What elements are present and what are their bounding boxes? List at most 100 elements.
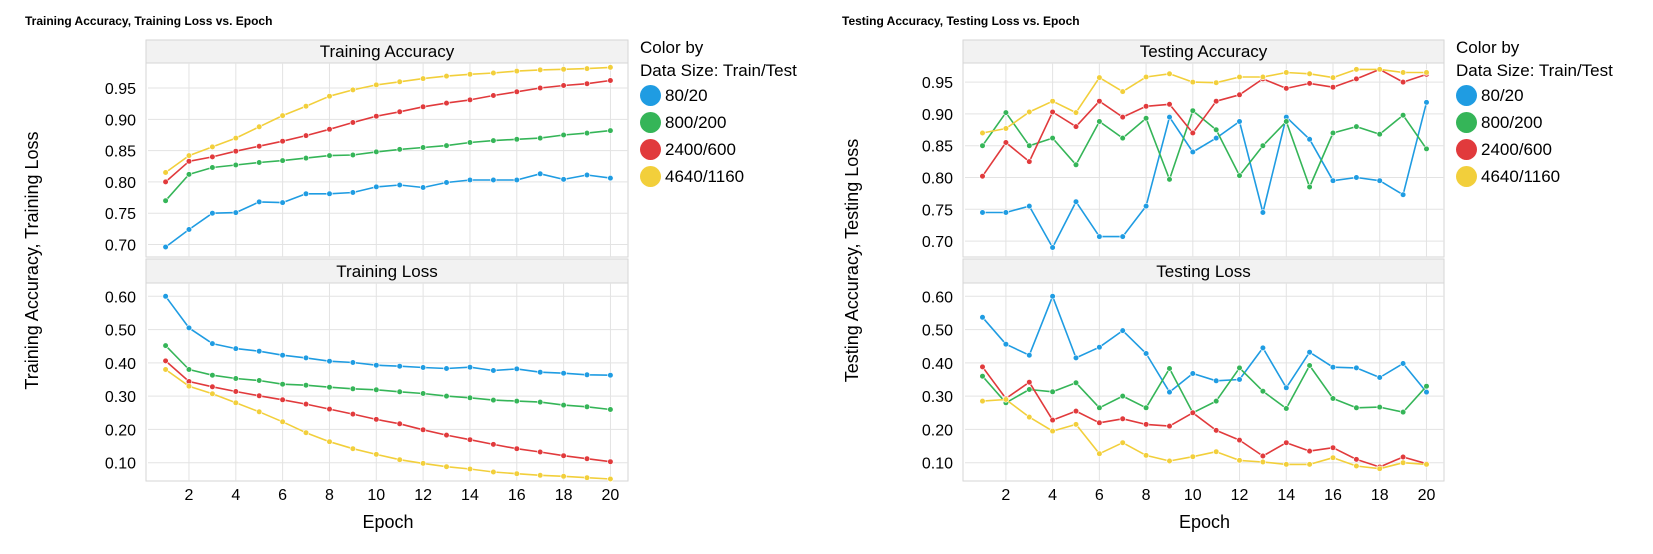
legend-item-80-20[interactable]: 80/20 bbox=[640, 82, 797, 109]
data-point bbox=[1423, 461, 1430, 468]
legend-item-4640-1160[interactable]: 4640/1160 bbox=[640, 163, 797, 190]
data-point bbox=[1189, 148, 1196, 156]
data-point bbox=[607, 64, 614, 71]
data-point bbox=[1189, 107, 1196, 114]
data-point bbox=[396, 78, 403, 85]
data-point bbox=[466, 176, 474, 184]
data-point bbox=[1002, 209, 1009, 216]
data-point bbox=[1026, 108, 1033, 116]
series-2400-600 bbox=[162, 357, 614, 465]
data-point bbox=[349, 445, 357, 452]
data-point bbox=[1399, 360, 1407, 367]
x-tick-label: 16 bbox=[1324, 487, 1342, 504]
plot-area: Testing Accuracy 0.70 0.75 0.80 0.85 0.90 0.95… bbox=[842, 39, 1445, 532]
data-point bbox=[1072, 421, 1080, 428]
series-line bbox=[165, 79, 611, 183]
series-line bbox=[981, 364, 1428, 414]
data-point bbox=[326, 93, 333, 100]
legend-item-2400-600[interactable]: 2400/600 bbox=[1456, 136, 1613, 163]
data-point bbox=[1306, 80, 1313, 87]
legend-item-800-200[interactable]: 800/200 bbox=[1456, 109, 1613, 136]
data-point bbox=[232, 375, 239, 382]
data-point bbox=[1026, 203, 1033, 210]
data-point bbox=[1119, 113, 1126, 121]
x-tick-label: 18 bbox=[1371, 487, 1389, 504]
data-point bbox=[466, 71, 474, 78]
panel-frame bbox=[962, 282, 1445, 482]
data-point bbox=[560, 176, 567, 183]
x-tick-label: 14 bbox=[1277, 487, 1295, 504]
data-point bbox=[302, 103, 310, 110]
data-point bbox=[1213, 448, 1220, 455]
legend-label: 80/20 bbox=[665, 85, 708, 105]
legend-item-800-200[interactable]: 800/200 bbox=[640, 109, 797, 136]
data-point bbox=[1353, 456, 1360, 463]
data-point bbox=[396, 420, 403, 427]
data-point bbox=[162, 293, 169, 300]
legend-label: 80/20 bbox=[1481, 85, 1524, 105]
data-point bbox=[162, 342, 169, 349]
data-point bbox=[1049, 388, 1056, 395]
data-point bbox=[513, 398, 520, 405]
series-line bbox=[981, 109, 1428, 188]
x-tick-label: 18 bbox=[555, 487, 573, 504]
data-point bbox=[256, 159, 263, 166]
data-point bbox=[1143, 103, 1150, 110]
data-point bbox=[1423, 383, 1430, 390]
data-point bbox=[256, 198, 263, 205]
data-point bbox=[1189, 78, 1196, 86]
data-point bbox=[396, 456, 403, 463]
data-point bbox=[1283, 439, 1290, 446]
legend-item-2400-600[interactable]: 2400/600 bbox=[640, 136, 797, 163]
data-point bbox=[302, 429, 310, 436]
x-tick-label: 20 bbox=[1418, 487, 1436, 504]
legend-swatch bbox=[640, 139, 661, 160]
data-point bbox=[1376, 465, 1383, 472]
data-point bbox=[1213, 135, 1220, 142]
data-point bbox=[232, 161, 239, 169]
y-tick-label: 0.95 bbox=[105, 81, 136, 98]
series-line bbox=[165, 173, 611, 248]
data-point bbox=[490, 137, 497, 144]
data-point bbox=[466, 139, 474, 146]
y-tick-label: 0.70 bbox=[105, 237, 136, 254]
series-2400-600 bbox=[162, 77, 614, 185]
legend-item-80-20[interactable]: 80/20 bbox=[1456, 82, 1613, 109]
panel-title: Training Accuracy bbox=[320, 42, 455, 61]
data-point bbox=[1166, 113, 1173, 121]
x-tick-label: 2 bbox=[185, 487, 194, 504]
y-tick-label: 0.85 bbox=[105, 144, 136, 161]
legend-label: 800/200 bbox=[1481, 112, 1543, 132]
panel-header bbox=[962, 258, 1445, 284]
data-point bbox=[1026, 158, 1033, 165]
data-point bbox=[420, 390, 427, 397]
y-tick-label: 0.50 bbox=[105, 323, 136, 340]
legend-item-4640-1160[interactable]: 4640/1160 bbox=[1456, 163, 1613, 190]
x-tick-label: 8 bbox=[325, 487, 334, 504]
data-point bbox=[1072, 123, 1080, 130]
data-point bbox=[326, 190, 333, 197]
series-line bbox=[165, 368, 611, 480]
data-point bbox=[373, 416, 380, 423]
data-point bbox=[256, 408, 263, 415]
y-tick-label: 0.90 bbox=[922, 107, 953, 124]
series-line bbox=[165, 360, 611, 463]
data-point bbox=[326, 406, 333, 413]
data-point bbox=[302, 354, 310, 362]
data-point bbox=[256, 143, 263, 150]
data-point bbox=[1423, 69, 1430, 76]
data-point bbox=[1096, 74, 1103, 81]
data-point bbox=[256, 348, 263, 355]
x-tick-label: 10 bbox=[367, 487, 385, 504]
series-line bbox=[981, 295, 1428, 393]
data-point bbox=[373, 451, 380, 458]
y-tick-label: 0.40 bbox=[105, 356, 136, 373]
data-point bbox=[1329, 129, 1337, 137]
data-point bbox=[279, 418, 286, 425]
data-point bbox=[1399, 78, 1407, 86]
data-point bbox=[420, 460, 427, 467]
data-point bbox=[1096, 233, 1103, 240]
data-point bbox=[1236, 73, 1243, 81]
data-point bbox=[560, 82, 567, 89]
y-tick-label: 0.85 bbox=[922, 139, 953, 156]
